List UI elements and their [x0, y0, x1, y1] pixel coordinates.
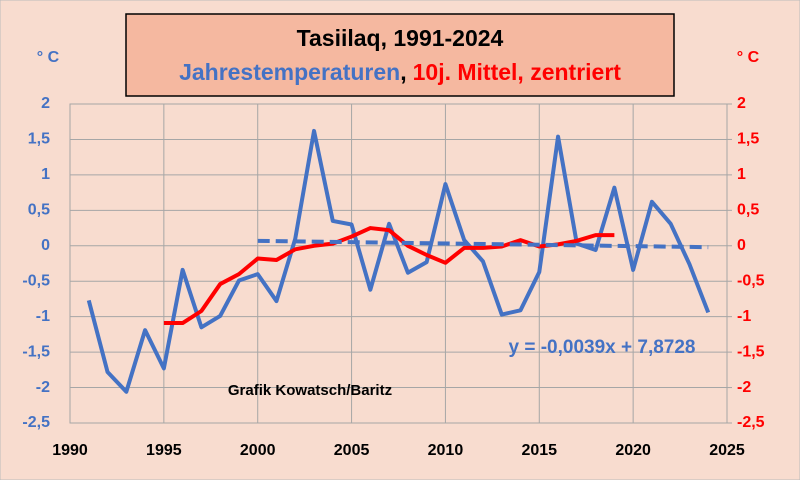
series-line: [86, 128, 711, 394]
x-tick-label: 1990: [52, 442, 88, 459]
trend-line: [257, 238, 709, 250]
y-tick-label: 0: [41, 237, 50, 254]
x-tick-label: 2010: [428, 442, 464, 459]
y-tick-label: -1: [36, 308, 50, 325]
annotation: y = -0,0039x + 7,8728: [509, 337, 696, 358]
x-tick-label: 2020: [615, 442, 651, 459]
y-tick-label: -1,5: [22, 343, 50, 360]
y2-tick-label: 0: [737, 237, 746, 254]
annotation: Grafik Kowatsch/Baritz: [228, 382, 392, 399]
chart-subtitle: Jahrestemperaturen, 10j. Mittel, zentrier…: [179, 59, 621, 85]
separator: ,: [400, 59, 406, 85]
y2-tick-label: -1,5: [737, 343, 765, 360]
y-axis-label: ° C: [37, 49, 60, 66]
y-tick-label: 1,5: [28, 131, 50, 148]
y2-tick-label: -2: [737, 379, 751, 396]
y-tick-label: 2: [41, 95, 50, 112]
y-tick-label: -0,5: [22, 272, 50, 289]
y2-tick-label: -1: [737, 308, 751, 325]
title-box: [125, 13, 675, 97]
y-tick-label: -2,5: [22, 414, 50, 431]
legend-entry: 10j. Mittel, zentriert: [413, 59, 622, 85]
y2-tick-label: 2: [737, 95, 746, 112]
plot-frame: [69, 103, 728, 424]
y2-tick-label: -0,5: [737, 272, 765, 289]
y2-axis-label: ° C: [737, 49, 760, 66]
y-tick-label: -2: [36, 379, 50, 396]
y-tick-label: 1: [41, 166, 50, 183]
x-tick-label: 2000: [240, 442, 276, 459]
x-tick-label: 2005: [334, 442, 370, 459]
legend-entry: Jahrestemperaturen: [179, 59, 400, 85]
chart-title: Tasiilaq, 1991-2024: [297, 25, 504, 51]
y2-tick-label: 1,5: [737, 131, 759, 148]
y2-tick-label: 0,5: [737, 202, 759, 219]
x-tick-label: 1995: [146, 442, 182, 459]
x-tick-label: 2015: [521, 442, 557, 459]
y-tick-label: 0,5: [28, 202, 50, 219]
x-tick-label: 2025: [709, 442, 745, 459]
y2-tick-label: -2,5: [737, 414, 765, 431]
y2-tick-label: 1: [737, 166, 746, 183]
